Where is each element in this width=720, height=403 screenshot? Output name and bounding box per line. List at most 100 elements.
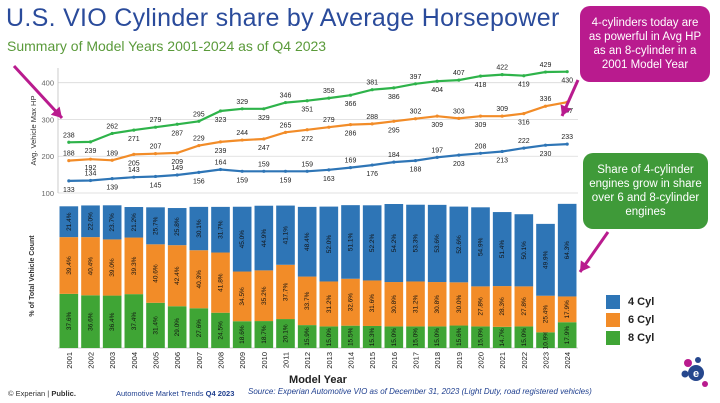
bar-segment-cyl6 bbox=[492, 286, 512, 327]
hp-data-label: 418 bbox=[475, 82, 487, 89]
bar-segment-cyl4 bbox=[536, 223, 555, 296]
bar-category-label: 2020 bbox=[477, 352, 486, 369]
legend-label-8cyl: 8 Cyl bbox=[628, 332, 655, 344]
hp-data-label: 295 bbox=[193, 111, 205, 118]
hp-point-cyl6 bbox=[110, 158, 114, 162]
hp-point-cyl4 bbox=[500, 149, 504, 154]
hp-data-label: 286 bbox=[345, 131, 357, 138]
bar-data-label: 53.6% bbox=[434, 234, 441, 253]
legend-label-4cyl: 4 Cyl bbox=[628, 296, 655, 308]
bar-data-label: 54.9% bbox=[478, 237, 485, 256]
bar-segment-cyl4 bbox=[319, 206, 339, 282]
hp-point-cyl4 bbox=[327, 168, 331, 172]
hp-point-cyl6 bbox=[500, 114, 504, 118]
hp-point-cyl8 bbox=[500, 73, 504, 77]
legend-item-4cyl: 4 Cyl bbox=[606, 295, 654, 309]
bar-segment-cyl8 bbox=[276, 319, 295, 348]
hp-data-label: 208 bbox=[475, 143, 487, 150]
bar-data-label: 45.0% bbox=[239, 230, 246, 249]
hp-data-label: 302 bbox=[410, 109, 422, 116]
hp-data-label: 239 bbox=[215, 148, 227, 155]
bar-segment-cyl4 bbox=[276, 205, 295, 265]
bar-category-label: 2018 bbox=[433, 352, 442, 369]
hp-data-label: 164 bbox=[215, 159, 227, 166]
hp-point-cyl6 bbox=[457, 116, 461, 120]
hp-data-label: 134 bbox=[85, 171, 97, 178]
hp-data-label: 262 bbox=[106, 123, 118, 130]
bar-data-label: 41.8% bbox=[218, 273, 225, 292]
bar-segment-cyl8 bbox=[406, 326, 425, 348]
hp-point-cyl8 bbox=[175, 122, 179, 126]
bar-data-label: 40.4% bbox=[88, 257, 95, 276]
bar-data-label: 20.1% bbox=[283, 324, 290, 343]
bar-segment-cyl6 bbox=[384, 282, 404, 327]
hp-data-label: 422 bbox=[496, 65, 508, 72]
bar-segment-cyl6 bbox=[167, 245, 187, 307]
bar-segment-cyl4 bbox=[232, 206, 252, 272]
bar-data-label: 15.0% bbox=[413, 328, 420, 347]
bar-data-label: 15.9% bbox=[304, 327, 311, 346]
bar-x-axis-label: Model Year bbox=[289, 374, 348, 386]
bar-data-label: 50.1% bbox=[521, 241, 528, 260]
page-subtitle: Summary of Model Years 2001-2024 as of Q… bbox=[7, 38, 327, 54]
bar-data-label: 36.4% bbox=[109, 312, 116, 331]
hp-data-label: 336 bbox=[540, 96, 552, 103]
hp-point-cyl8 bbox=[522, 74, 526, 78]
bar-data-label: 40.3% bbox=[196, 270, 203, 289]
bar-category-label: 2007 bbox=[195, 352, 204, 369]
bar-segment-cyl8 bbox=[81, 295, 100, 348]
hp-data-label: 329 bbox=[258, 115, 270, 122]
bar-data-label: 22.0% bbox=[88, 212, 95, 231]
bar-data-label: 41.1% bbox=[283, 226, 290, 245]
bar-category-label: 2014 bbox=[347, 352, 356, 369]
bar-data-label: 31.2% bbox=[413, 295, 420, 314]
bar-category-label: 2024 bbox=[563, 352, 572, 369]
bar-segment-cyl4 bbox=[427, 204, 447, 283]
bar-data-label: 27.6% bbox=[196, 319, 203, 338]
hp-point-cyl4 bbox=[283, 169, 288, 173]
bar-segment-cyl8 bbox=[471, 326, 490, 348]
hp-data-label: 404 bbox=[431, 87, 443, 94]
bar-category-label: 2001 bbox=[65, 352, 74, 369]
experian-logo-icon: e bbox=[681, 357, 708, 387]
bar-segment-cyl6 bbox=[341, 278, 360, 326]
bar-segment-cyl8 bbox=[514, 326, 534, 348]
hp-data-label: 169 bbox=[345, 158, 357, 165]
footer-source: Source: Experian Automotive VIO as of De… bbox=[248, 387, 592, 396]
bar-data-label: 25.8% bbox=[174, 217, 181, 236]
bar-data-label: 31.4% bbox=[153, 316, 160, 335]
hp-data-label: 133 bbox=[63, 187, 75, 194]
bar-data-label: 51.4% bbox=[499, 240, 506, 259]
bar-segment-cyl4 bbox=[471, 207, 490, 287]
hp-data-label: 192 bbox=[85, 165, 97, 172]
hp-data-label: 407 bbox=[453, 70, 465, 77]
hp-ytick-label: 100 bbox=[41, 189, 54, 198]
bar-segment-cyl8 bbox=[59, 293, 79, 348]
bar-data-label: 18.6% bbox=[239, 325, 246, 344]
bar-segment-cyl6 bbox=[124, 237, 144, 295]
bar-segment-cyl6 bbox=[189, 250, 209, 309]
legend-swatch-8cyl bbox=[606, 331, 620, 345]
hp-point-cyl6 bbox=[522, 111, 526, 116]
hp-data-label: 279 bbox=[323, 117, 335, 124]
hp-point-cyl4 bbox=[132, 175, 136, 179]
hp-data-label: 188 bbox=[63, 151, 75, 158]
hp-point-cyl8 bbox=[132, 128, 136, 132]
bar-category-label: 2003 bbox=[108, 352, 117, 369]
bar-segment-cyl6 bbox=[232, 271, 252, 322]
bar-segment-cyl8 bbox=[557, 322, 577, 348]
hp-point-cyl6 bbox=[435, 114, 439, 118]
bar-data-label: 15.3% bbox=[369, 328, 376, 347]
bar-data-label: 29.0% bbox=[174, 318, 181, 337]
hp-data-label: 381 bbox=[366, 80, 378, 87]
hp-data-label: 209 bbox=[171, 159, 183, 166]
hp-point-cyl4 bbox=[522, 146, 526, 150]
legend-item-8cyl: 8 Cyl bbox=[606, 331, 654, 345]
hp-data-label: 163 bbox=[323, 176, 335, 183]
hp-data-label: 309 bbox=[431, 122, 443, 129]
hp-data-label: 159 bbox=[258, 161, 270, 168]
bar-category-label: 2019 bbox=[455, 352, 464, 369]
bar-category-label: 2004 bbox=[130, 352, 139, 369]
bar-segment-cyl4 bbox=[514, 214, 534, 287]
